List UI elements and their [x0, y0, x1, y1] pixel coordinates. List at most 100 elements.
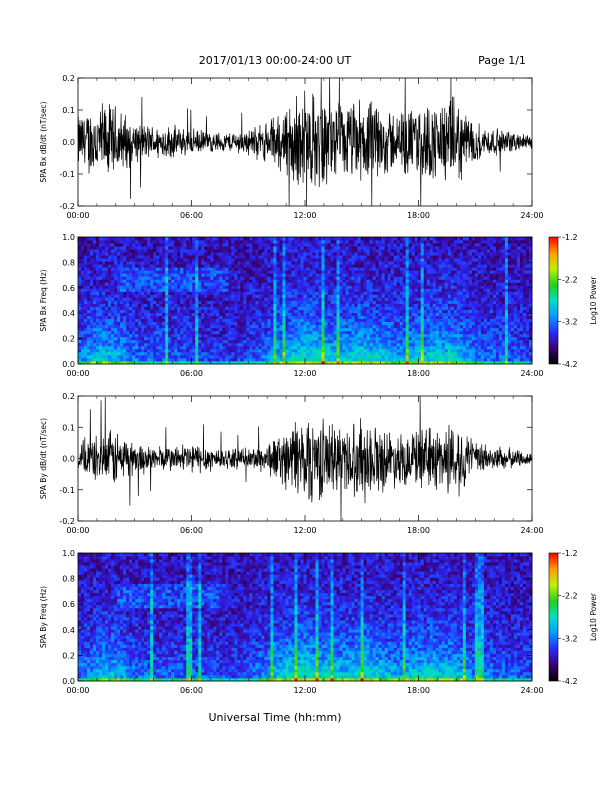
- spectrogram-cell: [159, 255, 163, 259]
- spectrogram-cell: [390, 270, 395, 274]
- spectrogram-cell: [228, 312, 232, 317]
- spectrogram-cell: [132, 249, 136, 253]
- spectrogram-cell: [171, 324, 175, 329]
- spectrogram-cell: [192, 357, 196, 362]
- spectrogram-cell: [294, 264, 298, 268]
- spectrogram-cell: [255, 309, 259, 313]
- spectrogram-cell: [237, 330, 241, 335]
- spectrogram-cell: [87, 243, 91, 247]
- spectrogram-cell: [225, 252, 229, 256]
- spectrogram-cell: [276, 240, 280, 244]
- spectrogram-cell: [315, 288, 319, 292]
- spectrogram-cell: [369, 237, 374, 241]
- spectrogram-cell: [177, 339, 181, 344]
- spectrogram-cell: [210, 270, 214, 274]
- spectrogram-cell: [246, 273, 250, 277]
- spectrogram-cell: [414, 321, 419, 326]
- spectrogram-cell: [180, 288, 184, 292]
- spectrogram-cell: [405, 357, 410, 362]
- spectrogram-cell: [336, 297, 340, 301]
- spectrogram-cell: [393, 345, 398, 350]
- spectrogram-cell: [312, 282, 316, 286]
- spectrogram-cell: [222, 288, 226, 292]
- spectrogram-cell: [381, 300, 386, 304]
- spectrogram-cell: [375, 246, 380, 250]
- spectrogram-cell: [318, 333, 322, 338]
- spectrogram-cell: [228, 291, 232, 295]
- spectrogram-cell: [99, 282, 103, 286]
- spectrogram-cell: [186, 249, 190, 253]
- spectrogram-cell: [420, 306, 425, 310]
- spectrogram-cell: [405, 330, 410, 335]
- spectrogram-cell: [270, 324, 274, 329]
- spectrogram-cell: [381, 255, 386, 259]
- spectrogram-cell: [246, 267, 250, 271]
- spectrogram-cell: [171, 321, 175, 326]
- spectrogram-cell: [177, 342, 181, 347]
- spectrogram-cell: [321, 240, 325, 244]
- spectrogram-cell: [303, 321, 307, 326]
- spectrogram-cell: [222, 291, 226, 295]
- spectrogram-cell: [237, 339, 241, 344]
- spectrogram-cell: [300, 291, 304, 295]
- spectrogram-cell: [348, 354, 353, 359]
- spectrogram-cell: [378, 279, 383, 283]
- spectrogram-cell: [129, 315, 133, 320]
- spectrogram-cell: [90, 306, 94, 310]
- spectrogram-cell: [135, 246, 139, 250]
- spectrogram-cell: [294, 276, 298, 280]
- spectrogram-cell: [126, 330, 130, 335]
- spectrogram-cell: [318, 336, 322, 341]
- spectrogram-cell: [402, 348, 407, 353]
- spectrogram-cell: [198, 312, 202, 317]
- spectrogram-cell: [78, 306, 82, 310]
- spectrogram-cell: [168, 324, 172, 329]
- spectrogram-cell: [252, 309, 256, 313]
- spectrogram-cell: [81, 249, 85, 253]
- spectrogram-cell: [228, 300, 232, 304]
- spectrogram-cell: [222, 306, 226, 310]
- spectrogram-cell: [342, 297, 346, 301]
- spectrogram-cell: [387, 336, 392, 341]
- spectrogram-cell: [267, 237, 271, 241]
- spectrogram-cell: [396, 237, 401, 241]
- spectrogram-cell: [93, 327, 97, 332]
- spectrogram-cell: [321, 279, 325, 283]
- spectrogram-cell: [426, 309, 431, 313]
- spectrogram-cell: [255, 354, 259, 359]
- spectrogram-cell: [291, 246, 295, 250]
- spectrogram-cell: [420, 279, 425, 283]
- spectrogram-cell: [87, 255, 91, 259]
- spectrogram-cell: [294, 273, 298, 277]
- spectrogram-cell: [147, 303, 151, 307]
- spectrogram-cell: [270, 321, 274, 326]
- spectrogram-cell: [327, 258, 331, 262]
- spectrogram-cell: [96, 246, 100, 250]
- spectrogram-cell: [210, 309, 214, 313]
- spectrogram-cell: [108, 258, 112, 262]
- spectrogram-cell: [306, 258, 310, 262]
- spectrogram-cell: [333, 303, 337, 307]
- spectrogram-cell: [420, 276, 425, 280]
- spectrogram-cell: [165, 357, 169, 362]
- spectrogram-cell: [237, 342, 241, 347]
- spectrogram-cell: [207, 324, 211, 329]
- spectrogram-cell: [375, 264, 380, 268]
- spectrogram-cell: [177, 294, 181, 298]
- spectrogram-cell: [192, 246, 196, 250]
- spectrogram-cell: [366, 306, 371, 310]
- spectrogram-cell: [87, 252, 91, 256]
- spectrogram-cell: [168, 339, 172, 344]
- spectrogram-cell: [276, 342, 280, 347]
- spectrogram-cell: [216, 342, 220, 347]
- spectrogram-cell: [120, 321, 124, 326]
- spectrogram-cell: [210, 294, 214, 298]
- spectrogram-cell: [165, 288, 169, 292]
- spectrogram-cell: [219, 351, 223, 356]
- spectrogram-cell: [198, 342, 202, 347]
- spectrogram-cell: [306, 240, 310, 244]
- spectrogram-cell: [402, 354, 407, 359]
- spectrogram-cell: [309, 321, 313, 326]
- spectrogram-cell: [99, 330, 103, 335]
- spectrogram-cell: [234, 324, 238, 329]
